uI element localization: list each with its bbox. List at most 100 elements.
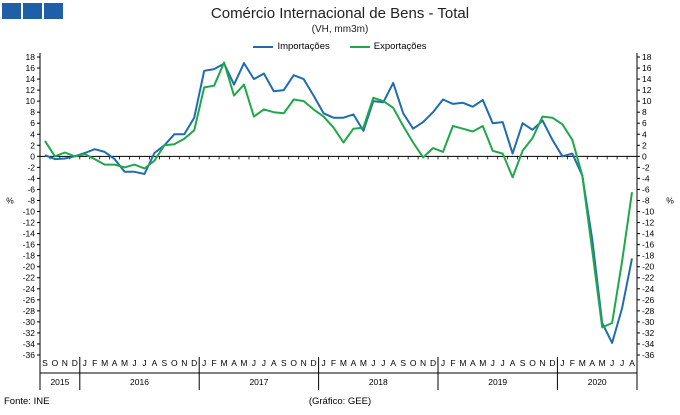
y-tick-label-right: 6 xyxy=(642,118,647,128)
x-tick-label-year: 2016 xyxy=(130,377,149,387)
x-tick-label-month: A xyxy=(152,358,158,368)
x-tick-label-month: J xyxy=(560,358,564,368)
x-tick-label-month: D xyxy=(430,358,436,368)
y-tick-label-right: -32 xyxy=(642,328,655,338)
y-tick-label-right: -12 xyxy=(642,218,655,228)
x-tick-label-month: A xyxy=(112,358,118,368)
x-tick-label-month: J xyxy=(441,358,445,368)
logo-square-1 xyxy=(2,3,21,19)
x-tick-label-month: M xyxy=(360,358,367,368)
x-tick-label-month: M xyxy=(240,358,247,368)
x-tick-label-month: J xyxy=(321,358,325,368)
chart-subtitle: (VH, mm3m) xyxy=(311,24,369,35)
y-tick-label-right: 18 xyxy=(642,52,652,62)
x-tick-label-month: O xyxy=(171,358,178,368)
y-tick-label-right: -2 xyxy=(642,162,650,172)
x-tick-label-year: 2019 xyxy=(488,377,507,387)
y-tick-label-right: 2 xyxy=(642,140,647,150)
x-tick-label-month: D xyxy=(72,358,78,368)
y-tick-label-right: -6 xyxy=(642,184,650,194)
x-tick-label-month: S xyxy=(162,358,168,368)
y-tick-label-left: -32 xyxy=(23,328,36,338)
x-tick-label-month: J xyxy=(262,358,266,368)
y-tick-label-left: -18 xyxy=(23,251,36,261)
y-tick-label-left: -28 xyxy=(23,306,36,316)
chart-title: Comércio Internacional de Bens - Total xyxy=(210,5,470,22)
x-tick-label-month: N xyxy=(539,358,545,368)
y-tick-label-right: 4 xyxy=(642,129,647,139)
x-tick-label-month: F xyxy=(331,358,336,368)
y-tick-label-left: -4 xyxy=(27,173,35,183)
y-tick-label-left: 16 xyxy=(26,63,36,73)
y-tick-label-right: -16 xyxy=(642,240,655,250)
y-tick-label-left: -24 xyxy=(23,284,36,294)
chart-legend: Importações Exportações xyxy=(0,41,680,52)
chart-credit: (Gráfico: GEE) xyxy=(308,396,372,407)
x-tick-label-month: O xyxy=(52,358,59,368)
y-tick-label-right: -24 xyxy=(642,284,655,294)
y-tick-label-right: -20 xyxy=(642,262,655,272)
y-axis-label-left: % xyxy=(6,195,14,205)
x-tick-label-month: M xyxy=(101,358,108,368)
legend-label-exports: Exportações xyxy=(373,41,427,52)
y-tick-label-left: 18 xyxy=(26,52,36,62)
y-tick-label-left: -34 xyxy=(23,339,36,349)
y-tick-label-right: -22 xyxy=(642,273,655,283)
y-tick-label-right: -30 xyxy=(642,317,655,327)
y-tick-label-left: -20 xyxy=(23,262,36,272)
x-tick-label-month: N xyxy=(420,358,426,368)
x-tick-label-year: 2020 xyxy=(588,377,607,387)
x-tick-label-month: M xyxy=(221,358,228,368)
series-line-exports xyxy=(44,61,633,329)
logo-square-3 xyxy=(44,3,63,19)
x-tick-label-month: J xyxy=(132,358,136,368)
legend-label-imports: Importações xyxy=(277,41,330,52)
y-tick-label-left: 14 xyxy=(26,74,36,84)
y-axis-label-right: % xyxy=(666,195,674,205)
x-tick-label-month: M xyxy=(121,358,128,368)
y-tick-label-right: -36 xyxy=(642,350,655,360)
y-tick-label-left: -22 xyxy=(23,273,36,283)
y-tick-label-left: -30 xyxy=(23,317,36,327)
x-tick-label-month: J xyxy=(371,358,375,368)
y-tick-label-right: 10 xyxy=(642,96,652,106)
x-tick-label-month: J xyxy=(491,358,495,368)
x-tick-label-month: O xyxy=(529,358,536,368)
y-tick-label-right: -18 xyxy=(642,251,655,261)
x-tick-label-month: J xyxy=(610,358,614,368)
logo xyxy=(2,3,63,19)
y-tick-label-right: -10 xyxy=(642,207,655,217)
y-tick-label-left: -2 xyxy=(27,162,35,172)
x-tick-label-month: M xyxy=(579,358,586,368)
y-tick-label-left: 8 xyxy=(30,107,35,117)
x-tick-label-month: S xyxy=(281,358,287,368)
x-tick-label-month: F xyxy=(570,358,575,368)
x-tick-label-month: J xyxy=(620,358,624,368)
y-tick-label-left: -36 xyxy=(23,350,36,360)
x-tick-label-month: A xyxy=(231,358,237,368)
y-tick-label-right: -14 xyxy=(642,229,655,239)
x-tick-label-month: J xyxy=(252,358,256,368)
x-tick-label-month: J xyxy=(381,358,385,368)
y-tick-label-right: 14 xyxy=(642,74,652,84)
x-tick-label-month: M xyxy=(340,358,347,368)
y-tick-label-right: -4 xyxy=(642,173,650,183)
x-tick-label-month: A xyxy=(510,358,516,368)
x-tick-label-month: M xyxy=(599,358,606,368)
x-tick-label-month: A xyxy=(629,358,635,368)
x-tick-label-month: A xyxy=(351,358,357,368)
logo-square-2 xyxy=(23,3,42,19)
y-tick-label-right: 16 xyxy=(642,63,652,73)
x-tick-label-month: F xyxy=(450,358,455,368)
y-tick-label-left: -6 xyxy=(27,184,35,194)
y-tick-label-left: -10 xyxy=(23,207,36,217)
x-tick-label-month: O xyxy=(410,358,417,368)
source-note: Fonte: INE xyxy=(4,396,50,407)
x-tick-label-year: 2018 xyxy=(369,377,388,387)
x-tick-label-month: A xyxy=(390,358,396,368)
x-tick-label-month: A xyxy=(271,358,277,368)
y-tick-label-right: -8 xyxy=(642,195,650,205)
x-tick-label-month: F xyxy=(212,358,217,368)
y-tick-label-right: -26 xyxy=(642,295,655,305)
